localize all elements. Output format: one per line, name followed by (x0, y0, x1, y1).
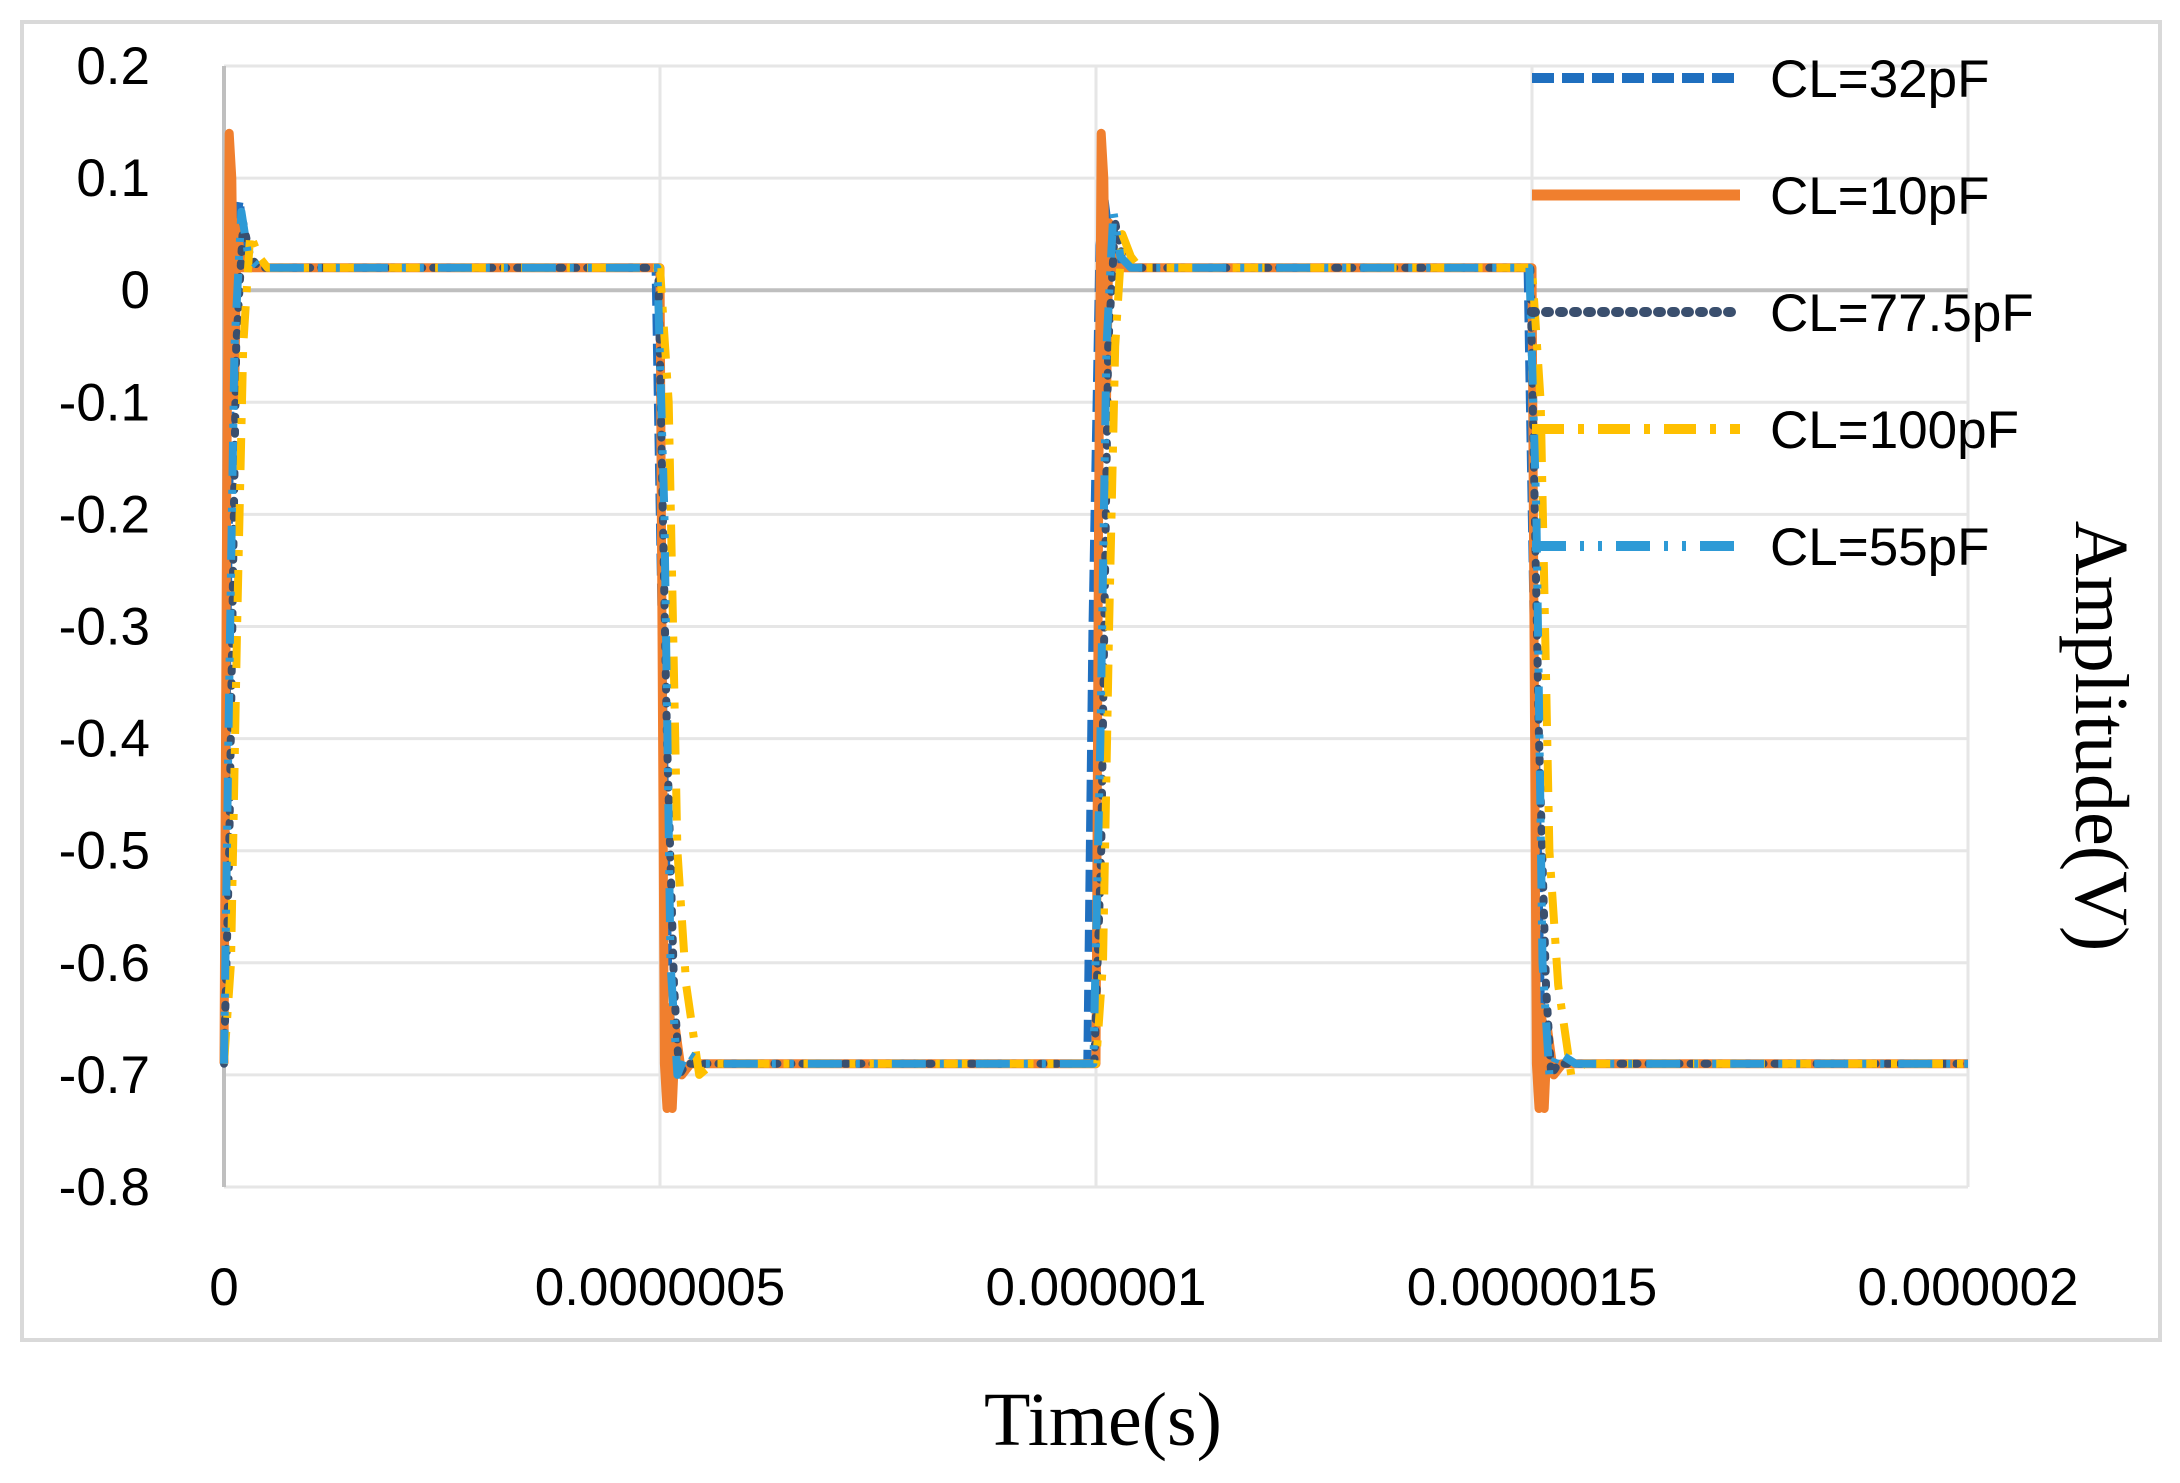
legend-label: CL=100pF (1770, 401, 2019, 460)
legend: CL=32pF CL=10pF CL=77.5pF CL=100pF CL=55pF (1527, 50, 2034, 577)
y-axis-title: Amplitude(V) (2059, 521, 2143, 952)
y-tick-label: -0.5 (59, 822, 150, 881)
y-tick-label: 0 (121, 261, 150, 320)
x-tick-label: 0.000002 (1857, 1258, 2078, 1317)
x-tick-label: 0.0000015 (1407, 1258, 1658, 1317)
y-tick-label: -0.8 (59, 1158, 150, 1217)
y-tick-label: 0.2 (76, 37, 150, 96)
y-tick-label: -0.4 (59, 710, 150, 769)
legend-label: CL=32pF (1770, 50, 1990, 109)
legend-item: CL=77.5pF (1527, 284, 2034, 343)
x-axis-title: Time(s) (984, 1378, 1222, 1462)
x-tick-label: 0 (209, 1258, 238, 1317)
legend-item: CL=55pF (1532, 518, 1990, 577)
x-tick-label: 0.000001 (985, 1258, 1206, 1317)
legend-item: CL=100pF (1532, 401, 2019, 460)
y-tick-labels: 0.2 0.1 0 -0.1 -0.2 -0.3 -0.4 -0.5 -0.6 -0.7 -0.8 (59, 37, 150, 1217)
y-tick-label: -0.3 (59, 598, 150, 657)
x-tick-label: 0.0000005 (535, 1258, 786, 1317)
legend-item: CL=10pF (1532, 167, 1990, 226)
legend-item: CL=32pF (1532, 50, 1990, 109)
series-line-cl-55pf (220, 207, 1968, 1079)
y-tick-label: -0.2 (59, 485, 150, 544)
y-tick-label: -0.7 (59, 1046, 150, 1105)
legend-label: CL=55pF (1770, 518, 1990, 577)
x-tick-labels: 0 0.0000005 0.000001 0.0000015 0.000002 (209, 1258, 2078, 1317)
legend-label: CL=77.5pF (1770, 284, 2034, 343)
y-tick-label: -0.6 (59, 934, 150, 993)
series-layer (219, 128, 1972, 1113)
y-tick-label: -0.1 (59, 373, 150, 432)
grid-layer (224, 64, 1970, 1189)
legend-label: CL=10pF (1770, 167, 1990, 226)
y-tick-label: 0.1 (76, 149, 150, 208)
